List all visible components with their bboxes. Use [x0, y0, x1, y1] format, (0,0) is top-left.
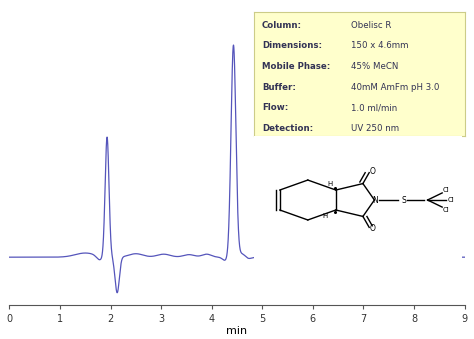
Text: H: H	[327, 181, 332, 186]
Text: Obelisc R: Obelisc R	[351, 21, 391, 30]
Text: 150 x 4.6mm: 150 x 4.6mm	[351, 41, 408, 51]
Text: Buffer:: Buffer:	[262, 83, 296, 92]
Text: Cl: Cl	[447, 197, 454, 203]
Text: Cl: Cl	[443, 187, 450, 193]
Text: 1.0 ml/min: 1.0 ml/min	[351, 103, 397, 112]
X-axis label: min: min	[227, 325, 247, 336]
Text: O: O	[369, 167, 375, 176]
Text: 45% MeCN: 45% MeCN	[351, 62, 398, 71]
Text: H: H	[323, 214, 328, 219]
Text: Dimensions:: Dimensions:	[262, 41, 322, 51]
Text: Flow:: Flow:	[262, 103, 288, 112]
Text: N: N	[373, 196, 378, 204]
Text: O: O	[369, 224, 375, 233]
Text: Column:: Column:	[262, 21, 302, 30]
Text: S: S	[402, 196, 407, 204]
Text: 40mM AmFm pH 3.0: 40mM AmFm pH 3.0	[351, 83, 439, 92]
Text: UV 250 nm: UV 250 nm	[351, 124, 399, 133]
Text: Cl: Cl	[443, 207, 450, 213]
Text: Detection:: Detection:	[262, 124, 313, 133]
Text: Mobile Phase:: Mobile Phase:	[262, 62, 330, 71]
